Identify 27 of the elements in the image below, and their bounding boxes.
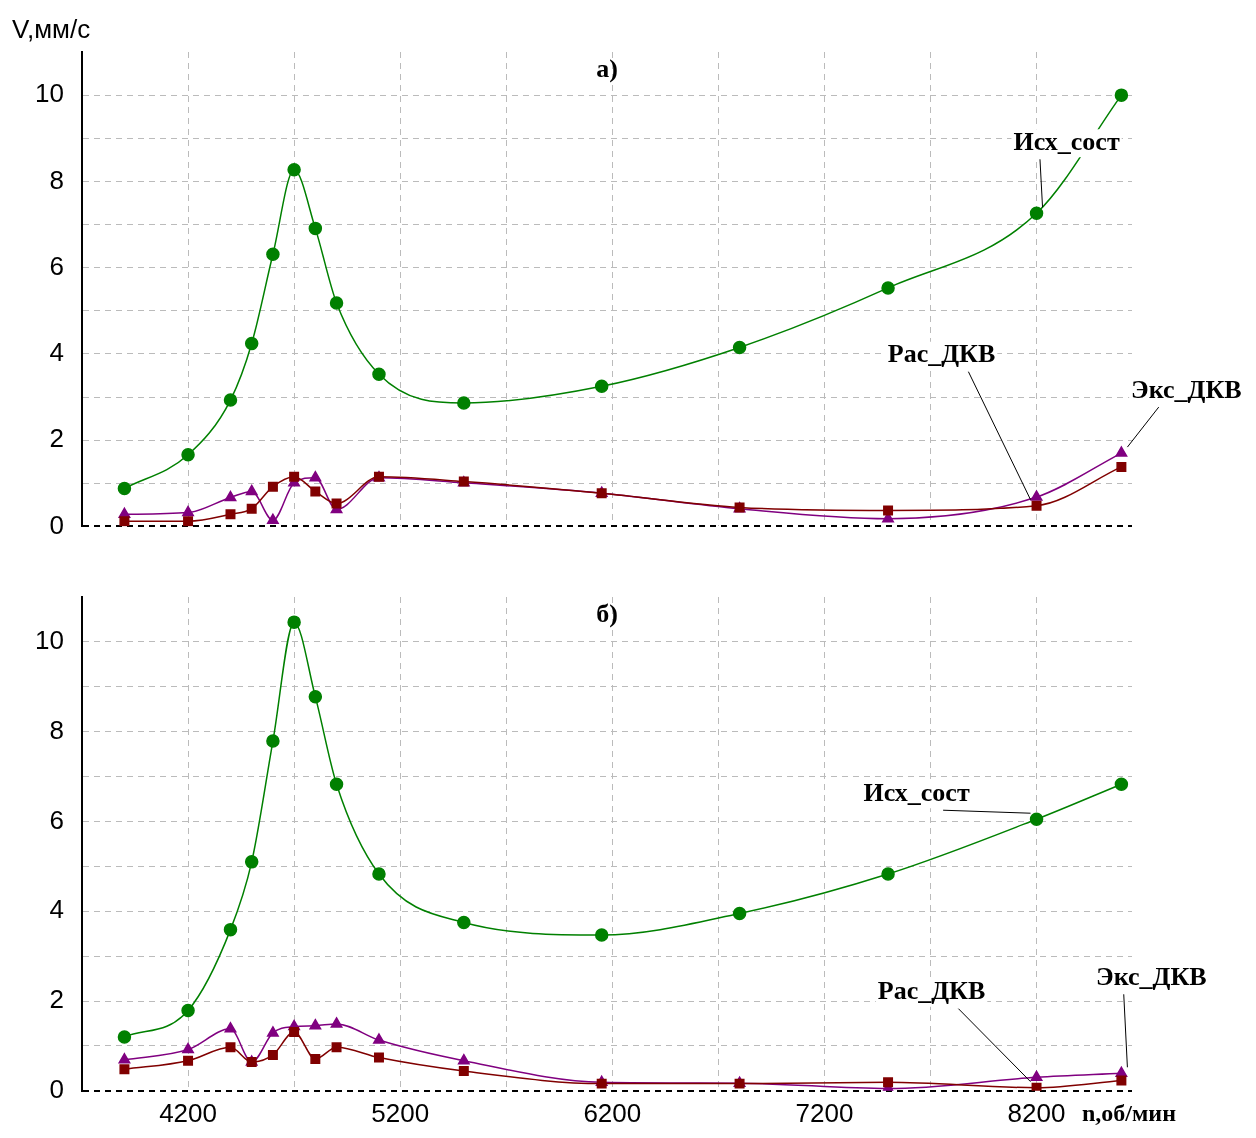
- y-tick-label: 6: [49, 250, 64, 281]
- y-tick-label: 8: [49, 164, 64, 195]
- y-tick-label: 0: [49, 1073, 64, 1104]
- chart-title: б): [596, 598, 618, 628]
- series-label: Экс_ДКВ: [1131, 374, 1242, 404]
- text: Экс_ДКВ: [1096, 962, 1207, 992]
- series-label: Исх_сост: [863, 777, 970, 807]
- y-axis-title: V,мм/с: [12, 14, 91, 45]
- x-tick-label: 8200: [1007, 1097, 1066, 1128]
- chart-title: а): [596, 53, 618, 83]
- y-tick-label: 10: [35, 625, 64, 656]
- y-tick-label: 4: [49, 337, 64, 368]
- series-label: Исх_сост: [1013, 127, 1120, 157]
- text: Рас_ДКВ: [877, 976, 986, 1006]
- y-tick-label: 2: [49, 984, 64, 1015]
- text: Рас_ДКВ: [887, 339, 996, 369]
- x-tick-label: 4200: [159, 1097, 217, 1128]
- y-tick-label: 4: [49, 894, 64, 925]
- y-tick-label: 10: [35, 78, 64, 109]
- x-tick-label: 6200: [583, 1097, 642, 1128]
- y-tick-label: 6: [49, 804, 64, 835]
- x-tick-label: 7200: [795, 1097, 854, 1128]
- y-tick-label: 0: [49, 509, 64, 540]
- y-tick-label: 2: [49, 423, 64, 454]
- x-axis-title: n,об/мин: [1082, 1100, 1177, 1126]
- y-tick-label: 8: [49, 714, 64, 745]
- x-tick-label: 5200: [371, 1097, 430, 1128]
